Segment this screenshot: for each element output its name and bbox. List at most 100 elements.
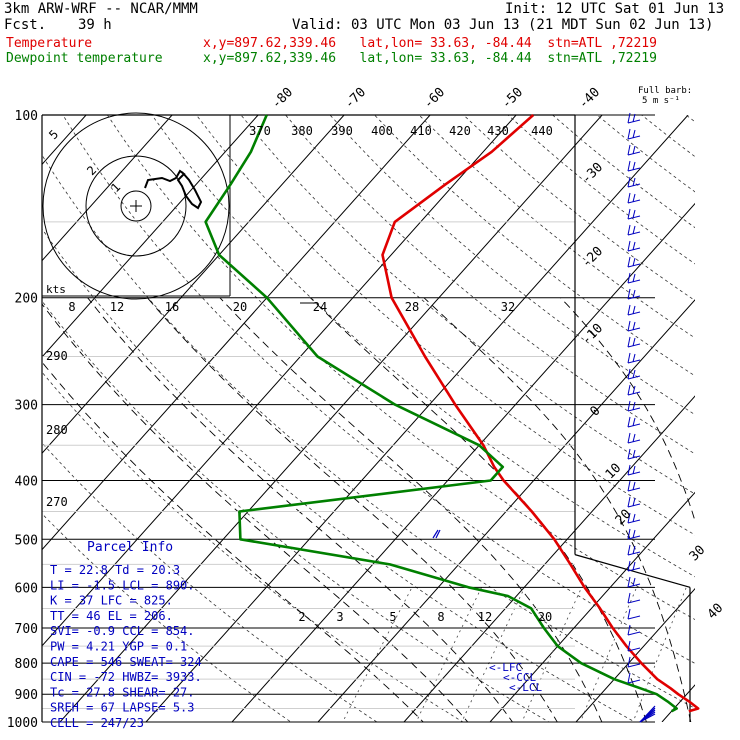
wind-barb-feather [627,416,631,428]
theta-label: 430 [487,124,509,138]
wind-barb-feather [627,224,631,236]
wind-barb-feather [632,417,636,427]
wind-barb-shaft [627,359,641,364]
wind-barb-shaft [627,215,641,220]
wind-barb-feather [632,449,636,459]
isotherm-label: 30 [687,543,709,565]
temperature-legend-info: x,y=897.62,339.46 lat,lon= 33.63, -84.44… [203,36,657,51]
wind-barb-feather [632,385,636,395]
hodograph-ring [85,155,187,257]
wind-barb-feather [632,177,636,187]
wind-barb-shaft [627,391,641,396]
wind-barb-feather [627,544,631,556]
wind-barb-feather [632,193,636,203]
parcel-info-row: TT = 46 EL = 206. [50,609,173,623]
theta-label: 370 [249,124,271,138]
wind-barb-feather [627,288,631,300]
isotherm-line [42,115,517,647]
wind-barb-feather [627,192,631,204]
wind-barb-shaft [627,503,641,508]
dry-adiabat-line [42,442,378,722]
mixing-ratio-label: 12 [478,610,492,624]
wind-barb-marker [432,529,441,539]
hodograph-axis-label: 32 [501,300,515,314]
isotherm-line [403,395,695,722]
wind-barb-feather [627,560,631,572]
isotherm-label: -20 [579,244,606,271]
hodograph-ring [42,112,230,300]
dewpoint-profile [204,114,678,713]
wind-barbs [432,112,656,723]
theta-label: 270 [46,495,68,509]
wind-barb-feather [632,273,636,283]
valid-time: Valid: 03 UTC Mon 03 Jun 13 (21 MDT Sun … [292,17,714,33]
wind-barb-feather [627,448,631,460]
wind-barb-feather [627,432,631,444]
wind-barb-shaft [627,647,641,652]
wind-barb-feather [627,304,631,316]
dry-adiabat-line [374,115,695,377]
wind-barb-shaft [627,263,641,268]
wind-barb-shaft [627,279,641,284]
moist-adiabat-line [87,297,514,722]
parcel-info-row: CAPE = 546 SWEAT= 324 [50,655,202,669]
hodograph-axis-label: 28 [405,300,419,314]
temperature-legend-label: Temperature [6,36,93,51]
wind-barb-feather [632,481,636,491]
wind-barb-feather [627,320,631,332]
wind-barb-feather [627,576,631,588]
wind-barb-feather [627,208,631,220]
pressure-tick-label: 400 [15,474,38,489]
mixing-ratio-label: 20 [538,610,552,624]
wind-barb-shaft [627,183,641,188]
isotherm-label: 20 [613,507,635,529]
moist-adiabat-line [309,297,647,722]
wind-barb-feather [632,545,636,555]
dry-adiabat-line [685,115,695,123]
parcel-info-row: CELL = 247/23 [50,716,144,730]
wind-barb-feather [632,497,636,507]
isotherm-line [575,588,695,722]
mixing-ratio-line [415,587,482,722]
isotherm-label: -40 [576,85,603,112]
isotherm-label: -60 [421,85,448,112]
isotherm-grid [42,115,695,722]
dewpoint-legend-info: x,y=897.62,339.46 lat,lon= 33.63, -84.44… [203,51,657,66]
wind-barb-feather [627,624,631,636]
hodograph-axis-label: 16 [165,300,179,314]
parcel-info-row: K = 37 LFC = 825. [50,594,173,608]
parcel-info-title: Parcel Info [87,540,173,555]
wind-barb-feather [627,464,631,476]
mixing-ratio-label: 8 [437,610,444,624]
hodograph-ring-label: 5 [46,127,61,142]
wind-barb-shaft [627,375,641,380]
wind-barb-feather [627,256,631,268]
isotherm-label: 40 [705,601,727,623]
dry-adiabat-line [731,115,740,735]
wind-barb-feather [627,272,631,284]
wind-barb-shaft [627,295,641,300]
level-marker: <-LCL [509,681,542,694]
wind-barb-feather [632,465,636,475]
hodograph-trace [144,169,203,210]
moist-adiabat-line [423,297,692,722]
wind-barb-shaft [627,199,641,204]
theta-label: 420 [449,124,471,138]
wind-barb-shaft [639,713,656,723]
dewpoint-legend-label: Dewpoint temperature [6,51,163,66]
wind-barb-shaft [627,487,641,492]
hodograph: 5 21 kts [42,112,231,300]
wind-barb-feather [632,577,636,587]
pressure-tick-label: 300 [15,399,38,414]
dry-adiabat-line [463,115,695,302]
dry-adiabat-line [107,115,695,621]
theta-label: 290 [46,349,68,363]
wind-barb-shaft [627,343,641,348]
wind-barb-feather [627,144,631,156]
wind-barb-feather [627,608,631,620]
full-barb-units: 5 m s⁻¹ [642,96,680,106]
wind-barb-feather [632,321,636,331]
wind-barb-shaft [627,407,641,412]
wind-barb-feather [632,305,636,315]
wind-barb-feather [627,240,631,252]
